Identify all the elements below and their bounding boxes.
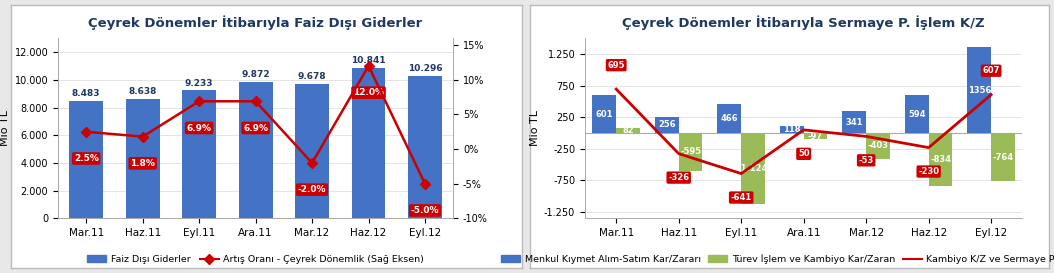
Text: 9.872: 9.872 [241, 70, 270, 79]
Bar [655, 117, 679, 133]
Text: 10.841: 10.841 [351, 56, 386, 65]
Title: Çeyrek Dönemler İtibarıyla Sermaye P. İşlem K/Z: Çeyrek Dönemler İtibarıyla Sermaye P. İş… [622, 16, 985, 30]
Text: 118: 118 [783, 125, 801, 134]
Bar [741, 133, 765, 204]
Bar [718, 103, 741, 133]
Bar [352, 68, 386, 218]
Text: -97: -97 [808, 132, 823, 141]
Bar [295, 84, 329, 218]
Bar [238, 82, 273, 218]
Text: 1356: 1356 [968, 86, 991, 95]
Legend: Menkul Kıymet Alım-Satım Kar/Zararı, Türev İşlem ve Kambiyo Kar/Zaran, Kambiyo K: Menkul Kıymet Alım-Satım Kar/Zararı, Tür… [497, 250, 1054, 268]
Bar [968, 47, 991, 133]
Text: 9.233: 9.233 [184, 79, 213, 88]
Text: -2.0%: -2.0% [298, 185, 327, 194]
Text: 1.8%: 1.8% [131, 159, 155, 168]
Text: -834: -834 [930, 155, 951, 164]
Bar [592, 95, 617, 133]
Text: -1.124: -1.124 [738, 164, 768, 173]
Bar [70, 101, 103, 218]
Text: 2.5%: 2.5% [74, 154, 99, 163]
Bar [182, 90, 216, 218]
Text: -403: -403 [867, 141, 889, 150]
Text: 341: 341 [845, 118, 863, 127]
Text: -53: -53 [859, 156, 874, 165]
Y-axis label: Mio TL: Mio TL [530, 110, 540, 146]
Bar [991, 133, 1015, 181]
Text: 256: 256 [658, 120, 676, 129]
Text: 8.638: 8.638 [129, 87, 157, 96]
Text: 607: 607 [982, 66, 1000, 75]
Text: -764: -764 [993, 153, 1014, 162]
Text: 466: 466 [721, 114, 738, 123]
Bar [125, 99, 159, 218]
Text: -5.0%: -5.0% [411, 206, 440, 215]
Text: 6.9%: 6.9% [187, 123, 212, 132]
Text: 82: 82 [622, 126, 633, 135]
Bar [617, 128, 640, 133]
Text: -595: -595 [680, 147, 701, 156]
Text: 10.296: 10.296 [408, 64, 443, 73]
Bar [803, 133, 827, 139]
Y-axis label: Mio TL: Mio TL [0, 110, 11, 146]
Text: -641: -641 [730, 193, 752, 202]
Text: 695: 695 [607, 61, 625, 70]
Text: -326: -326 [668, 173, 689, 182]
Text: 12.0%: 12.0% [353, 88, 384, 97]
Text: 601: 601 [596, 109, 613, 118]
Text: 594: 594 [909, 110, 925, 119]
Bar [905, 96, 929, 133]
Bar [679, 133, 702, 171]
Bar [842, 111, 866, 133]
Bar [408, 76, 442, 218]
Text: 6.9%: 6.9% [243, 123, 268, 132]
Text: 9.678: 9.678 [297, 73, 327, 82]
Bar [866, 133, 890, 159]
Bar [780, 126, 803, 133]
Bar [929, 133, 953, 186]
Text: -230: -230 [918, 167, 939, 176]
Title: Çeyrek Dönemler İtibarıyla Faiz Dışı Giderler: Çeyrek Dönemler İtibarıyla Faiz Dışı Gid… [89, 16, 423, 30]
Text: 8.483: 8.483 [72, 89, 100, 98]
Legend: Faiz Dışı Giderler, Artış Oranı - Çeyrek Dönemlik (Sağ Eksen): Faiz Dışı Giderler, Artış Oranı - Çeyrek… [83, 251, 428, 268]
Text: 50: 50 [798, 149, 809, 158]
